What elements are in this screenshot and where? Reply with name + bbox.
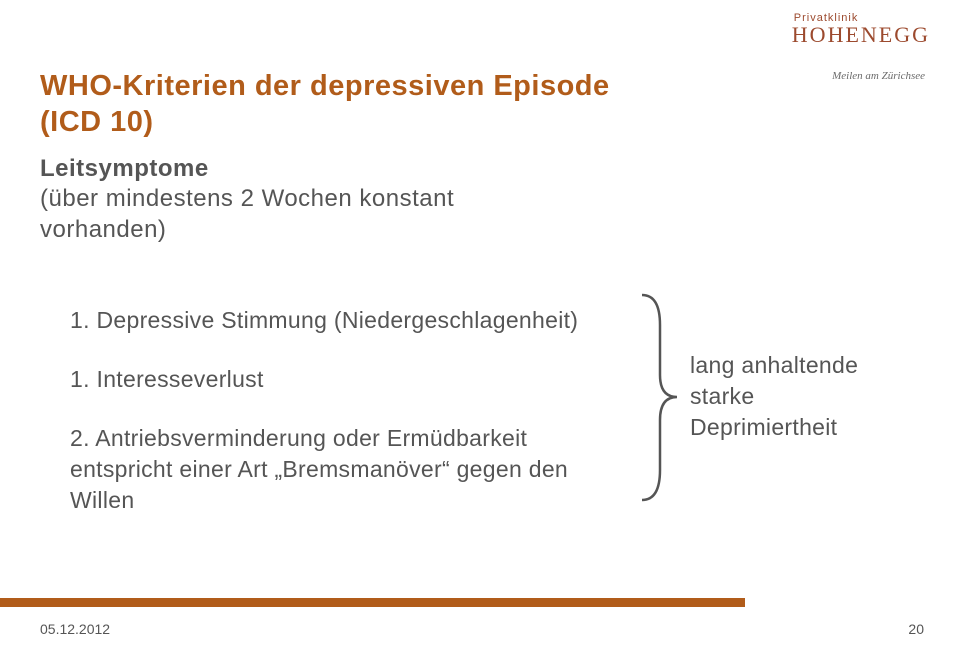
slide-content: WHO-Kriterien der depressiven Episode (I… xyxy=(40,68,920,544)
brand-logo: Privatklinik HOHENEGG xyxy=(792,12,930,48)
slide-subnote: (über mindestens 2 Wochen konstant vorha… xyxy=(40,183,920,245)
note-line3: Deprimiertheit xyxy=(690,414,837,440)
list-item: 2. Antriebsverminderung oder Ermüdbarkei… xyxy=(40,423,600,516)
slide-title: WHO-Kriterien der depressiven Episode (I… xyxy=(40,68,920,141)
footer-accent-bar xyxy=(0,598,745,607)
item-number: 1. xyxy=(70,366,90,392)
subnote-line2: vorhanden) xyxy=(40,216,166,243)
item-text: Antriebsverminderung oder Ermüdbarkeit e… xyxy=(70,425,568,513)
title-line1: WHO-Kriterien der depressiven Episode xyxy=(40,70,610,102)
item-text: Depressive Stimmung (Niedergeschlagenhei… xyxy=(97,307,579,333)
item-text: Interesseverlust xyxy=(97,366,264,392)
list-item: 1. Depressive Stimmung (Niedergeschlagen… xyxy=(40,305,600,336)
note-line2: starke xyxy=(690,383,754,409)
slide-subtitle: Leitsymptome xyxy=(40,155,920,183)
title-line2: (ICD 10) xyxy=(40,106,154,138)
footer-date: 05.12.2012 xyxy=(40,621,110,637)
summary-note: lang anhaltende starke Deprimiertheit xyxy=(690,350,858,443)
subnote-line1: (über mindestens 2 Wochen konstant xyxy=(40,185,454,212)
logo-big-text: HOHENEGG xyxy=(792,22,930,48)
curly-brace-icon xyxy=(622,290,682,505)
item-number: 1. xyxy=(70,307,90,333)
list-item: 1. Interesseverlust xyxy=(40,364,600,395)
note-line1: lang anhaltende xyxy=(690,352,858,378)
footer-page-number: 20 xyxy=(908,621,924,637)
item-number: 2. xyxy=(70,425,90,451)
